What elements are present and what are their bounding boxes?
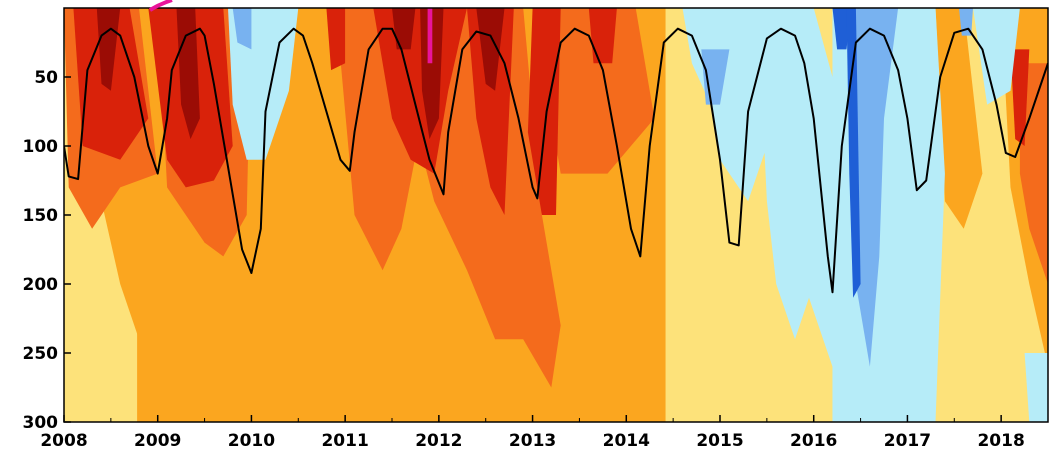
heatmap-region-27 (757, 8, 842, 367)
x-tick-label-2009: 2009 (134, 431, 181, 451)
x-axis: 2008 2009 2010 2011 2012 2013 2014 2015 2016 2017… (40, 415, 1025, 451)
y-axis: 50 100 150 200 250 300 (23, 68, 71, 433)
x-tick-label-2008: 2008 (40, 431, 87, 451)
heatmap-region-9 (1019, 63, 1048, 285)
y-tick-label-50: 50 (34, 68, 58, 88)
x-tick-label-2010: 2010 (228, 431, 275, 451)
heatmap-region-16 (588, 8, 617, 64)
contour-line (64, 27, 1048, 294)
heatmap-region-1 (935, 8, 983, 229)
heatmap-region-31 (232, 8, 252, 50)
top-left-magenta-mark (148, 0, 173, 12)
heatmap-region-20 (176, 8, 200, 140)
x-tick-label-2014: 2014 (603, 431, 650, 451)
heatmap-region-24 (427, 8, 433, 64)
heatmap-region-15 (527, 8, 561, 215)
x-tick-label-2016: 2016 (790, 431, 837, 451)
x-tick-label-2012: 2012 (415, 431, 462, 451)
heatmap-region-22 (420, 8, 444, 140)
x-tick-label-2013: 2013 (509, 431, 556, 451)
x-tick-label-2018: 2018 (977, 431, 1024, 451)
heatmap-region-29 (973, 8, 1020, 105)
heatmap-regions (64, 8, 1048, 422)
y-tick-label-300: 300 (23, 413, 59, 433)
y-tick-label-150: 150 (23, 206, 59, 226)
heatmap-region-12 (326, 8, 346, 71)
heatmap-region-7 (532, 8, 655, 174)
y-tick-label-250: 250 (23, 344, 59, 364)
heatmap-region-35 (832, 8, 852, 50)
heatmap-region-30 (1024, 353, 1048, 422)
x-tick-label-2015: 2015 (696, 431, 743, 451)
x-tick-label-2011: 2011 (321, 431, 368, 451)
plot-area (64, 8, 1048, 422)
y-tick-label-100: 100 (23, 137, 59, 157)
x-tick-label-2017: 2017 (884, 431, 931, 451)
heatmap-region-18 (1010, 49, 1030, 146)
heatmap-region-23 (476, 8, 505, 91)
heatmap-region-19 (96, 8, 121, 91)
y-tick-label-200: 200 (23, 275, 59, 295)
heatmap-region-6 (410, 8, 561, 388)
heatmap-region-21 (392, 8, 416, 50)
